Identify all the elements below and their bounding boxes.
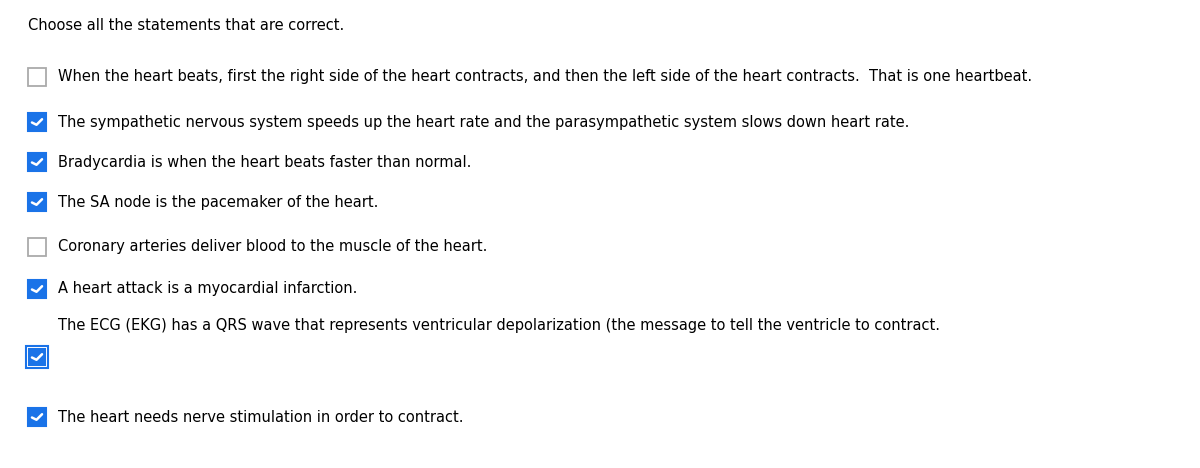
Text: The heart needs nerve stimulation in order to contract.: The heart needs nerve stimulation in ord… xyxy=(58,410,463,424)
FancyBboxPatch shape xyxy=(28,238,46,256)
Text: The ECG (EKG) has a QRS wave that represents ventricular depolarization (the mes: The ECG (EKG) has a QRS wave that repres… xyxy=(58,318,940,333)
FancyBboxPatch shape xyxy=(28,68,46,86)
FancyBboxPatch shape xyxy=(28,113,46,131)
Text: The sympathetic nervous system speeds up the heart rate and the parasympathetic : The sympathetic nervous system speeds up… xyxy=(58,115,910,130)
FancyBboxPatch shape xyxy=(28,153,46,171)
Text: Bradycardia is when the heart beats faster than normal.: Bradycardia is when the heart beats fast… xyxy=(58,154,472,169)
Text: When the heart beats, first the right side of the heart contracts, and then the : When the heart beats, first the right si… xyxy=(58,70,1032,85)
Text: Coronary arteries deliver blood to the muscle of the heart.: Coronary arteries deliver blood to the m… xyxy=(58,240,487,255)
FancyBboxPatch shape xyxy=(28,408,46,426)
FancyBboxPatch shape xyxy=(28,348,46,366)
Text: The SA node is the pacemaker of the heart.: The SA node is the pacemaker of the hear… xyxy=(58,195,378,210)
FancyBboxPatch shape xyxy=(28,193,46,211)
FancyBboxPatch shape xyxy=(26,346,48,368)
Text: Choose all the statements that are correct.: Choose all the statements that are corre… xyxy=(28,18,344,33)
FancyBboxPatch shape xyxy=(28,280,46,298)
Text: A heart attack is a myocardial infarction.: A heart attack is a myocardial infarctio… xyxy=(58,281,358,297)
